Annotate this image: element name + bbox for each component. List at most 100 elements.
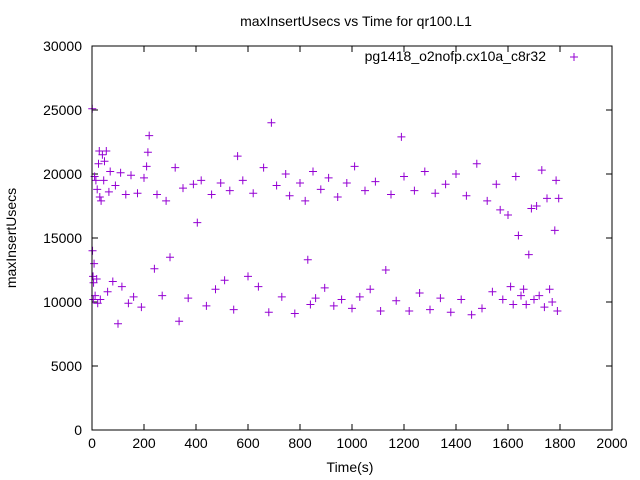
x-tick-label: 400 [184, 435, 208, 451]
data-point [216, 178, 225, 187]
data-point [137, 303, 146, 312]
data-point [127, 171, 135, 180]
data-point [522, 300, 531, 309]
data-points [88, 104, 563, 328]
data-point [519, 285, 528, 294]
data-point [93, 185, 102, 194]
data-point [104, 187, 113, 196]
data-point [400, 172, 408, 181]
data-point [371, 177, 380, 186]
data-point [133, 189, 142, 198]
y-tick-label: 15000 [43, 230, 82, 246]
data-point [158, 291, 167, 300]
x-tick-label: 1800 [544, 435, 575, 451]
data-point [462, 191, 471, 200]
data-point [166, 253, 174, 262]
data-point [306, 300, 315, 309]
data-point [316, 185, 325, 194]
data-point [254, 282, 263, 291]
data-point [457, 295, 466, 304]
data-point [143, 148, 152, 157]
x-tick-label: 800 [288, 435, 312, 451]
y-tick-label: 0 [74, 422, 82, 438]
data-point [121, 190, 130, 199]
data-point [145, 131, 154, 140]
data-point [366, 285, 375, 294]
data-point [171, 163, 180, 172]
data-point [150, 264, 159, 273]
data-point [301, 196, 310, 205]
data-point [543, 194, 551, 203]
data-point [207, 190, 216, 199]
data-point [95, 193, 104, 202]
data-point [290, 309, 299, 318]
data-point [514, 231, 523, 240]
data-point [296, 178, 304, 187]
data-point [426, 305, 434, 314]
x-tick-label: 600 [236, 435, 260, 451]
y-tick-label: 20000 [43, 166, 82, 182]
y-tick-label: 30000 [43, 38, 82, 54]
data-point [108, 277, 117, 286]
data-point [545, 285, 554, 294]
data-point [554, 194, 563, 203]
data-point [550, 226, 559, 235]
data-point [504, 210, 512, 219]
data-point [540, 303, 549, 312]
data-point [90, 259, 99, 268]
data-point [193, 218, 202, 227]
x-tick-label: 1000 [336, 435, 367, 451]
data-point [333, 193, 342, 202]
data-point [189, 180, 198, 189]
y-axis-ticks: 0 5000 10000 15000 20000 25000 30000 [43, 38, 612, 438]
data-point [348, 304, 356, 313]
data-point [259, 163, 268, 172]
data-point [441, 180, 450, 189]
data-point [106, 167, 115, 176]
data-point [355, 292, 364, 301]
data-point [103, 287, 112, 296]
data-point [405, 306, 414, 315]
y-tick-label: 5000 [51, 358, 82, 374]
data-point [303, 255, 312, 264]
x-tick-label: 1200 [388, 435, 419, 451]
y-axis-title: maxInsertUsecs [3, 188, 19, 288]
data-point [552, 176, 561, 185]
data-point [229, 305, 238, 314]
data-point [420, 167, 429, 176]
data-point [202, 301, 211, 310]
data-point [381, 266, 390, 274]
data-point [309, 167, 317, 176]
data-point [197, 176, 206, 185]
data-point [392, 296, 401, 305]
data-point [452, 170, 460, 178]
data-point [89, 295, 98, 304]
data-point [225, 186, 234, 195]
data-point [124, 299, 133, 308]
legend-marker-symbol [570, 53, 578, 61]
legend: pg1418_o2nofp.cx10a_c8r32 [365, 48, 578, 64]
data-point [91, 176, 100, 185]
data-point [92, 274, 101, 283]
data-point [506, 282, 515, 291]
data-point [329, 301, 338, 310]
data-point [436, 294, 445, 303]
data-point [99, 176, 108, 185]
data-point [530, 295, 538, 304]
data-point [281, 170, 290, 178]
data-point [511, 172, 520, 181]
x-axis-ticks: 0 200 400 600 800 1000 1200 1400 1600 1800 2000 [88, 46, 628, 451]
data-point [342, 178, 351, 187]
data-point [548, 298, 557, 306]
data-point [238, 176, 247, 185]
data-point [532, 202, 541, 210]
data-point [102, 146, 111, 155]
data-point [361, 186, 369, 195]
legend-label: pg1418_o2nofp.cx10a_c8r32 [365, 48, 547, 64]
data-point [415, 289, 424, 298]
data-point [285, 191, 294, 200]
data-point [249, 189, 258, 198]
data-point [492, 180, 501, 189]
data-point [117, 282, 126, 291]
